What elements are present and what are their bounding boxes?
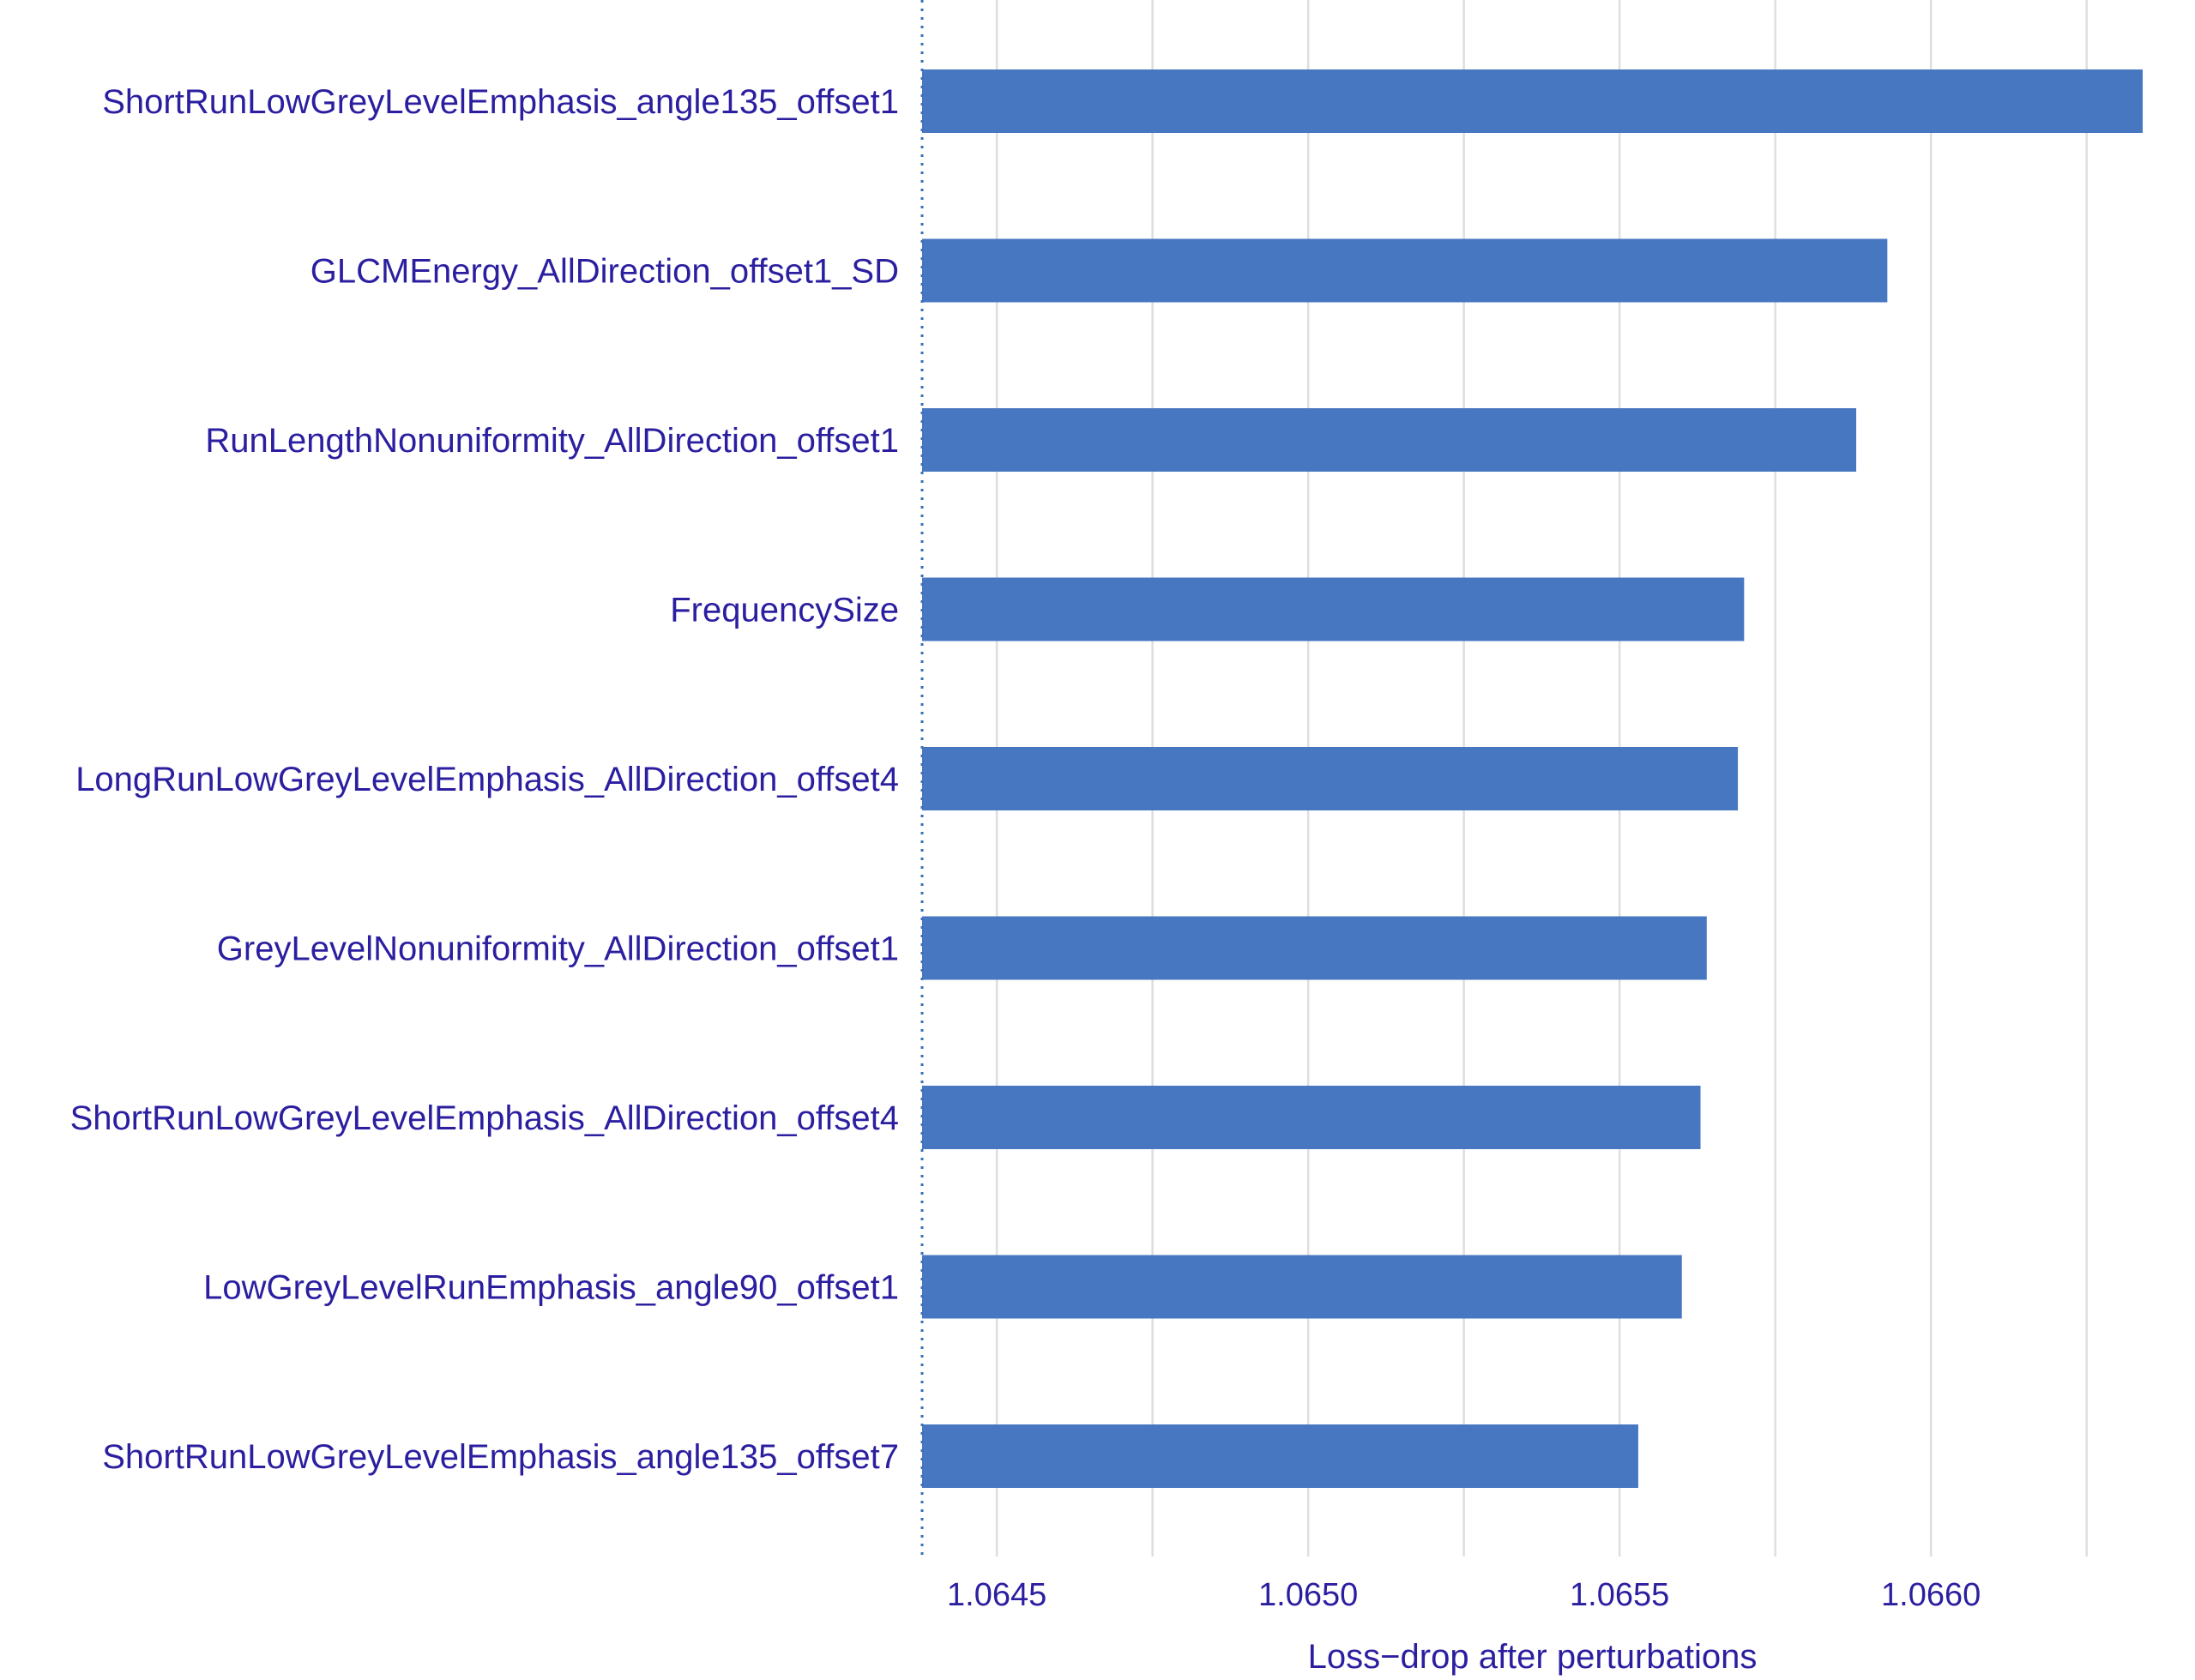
category-label: GLCMEnergy_AllDirection_offset1_SD — [311, 253, 899, 291]
x-tick-label: 1.0660 — [1881, 1577, 1981, 1613]
bars — [922, 69, 2143, 1488]
category-label: ShortRunLowGreyLevelEmphasis_angle135_of… — [102, 83, 899, 121]
bar — [922, 577, 1745, 641]
bar — [922, 916, 1707, 980]
category-label: FrequencySize — [670, 592, 899, 629]
x-tick-label: 1.0650 — [1258, 1577, 1358, 1613]
x-tick-label: 1.0645 — [947, 1577, 1046, 1613]
bar — [922, 1424, 1638, 1488]
bar — [922, 747, 1739, 810]
x-tick-label: 1.0655 — [1570, 1577, 1669, 1613]
category-label: RunLengthNonuniformity_AllDirection_offs… — [205, 422, 899, 460]
category-labels: ShortRunLowGreyLevelEmphasis_angle135_of… — [70, 83, 899, 1476]
category-label: ShortRunLowGreyLevelEmphasis_angle135_of… — [102, 1438, 899, 1476]
category-label: LongRunLowGreyLevelEmphasis_AllDirection… — [75, 761, 899, 798]
x-axis-title: Loss−drop after perturbations — [1308, 1638, 1758, 1676]
category-label: LowGreyLevelRunEmphasis_angle90_offset1 — [203, 1269, 899, 1307]
category-label: GreyLevelNonuniformity_AllDirection_offs… — [217, 930, 899, 968]
bar — [922, 69, 2143, 133]
bar — [922, 1086, 1701, 1149]
bar — [922, 238, 1888, 303]
bar — [922, 1255, 1682, 1319]
category-label: ShortRunLowGreyLevelEmphasis_AllDirectio… — [70, 1099, 899, 1137]
bar — [922, 408, 1857, 472]
x-tick-labels: 1.0645 1.0650 1.0655 1.0660 — [947, 1577, 1981, 1613]
